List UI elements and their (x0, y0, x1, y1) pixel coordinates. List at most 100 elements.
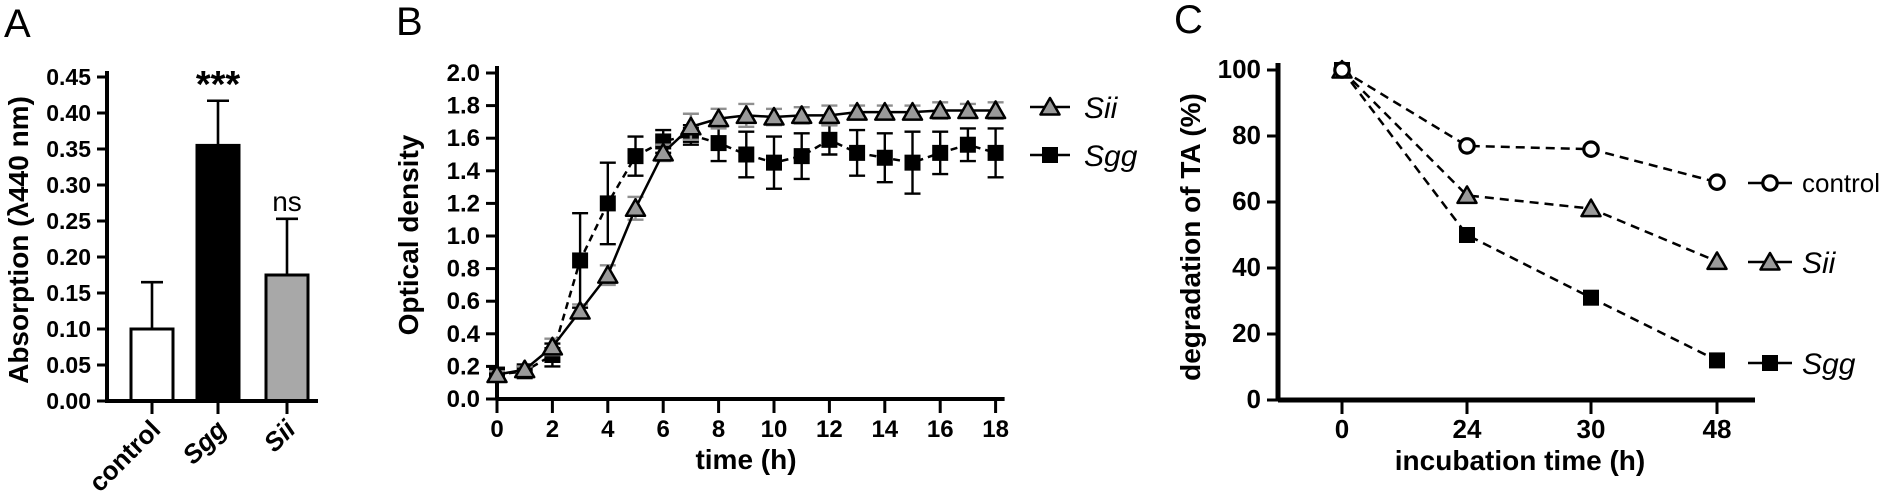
data-point-square-marker (766, 154, 782, 171)
legend-label-Sgg: Sgg (1084, 140, 1138, 173)
category-label-control: control (83, 414, 167, 492)
legend-label-Sgg: Sgg (1802, 348, 1856, 381)
y-tick-label: 0.05 (46, 352, 91, 378)
legend-label-Sii: Sii (1802, 247, 1837, 280)
x-tick-label: 48 (1703, 414, 1732, 444)
data-point-square-marker (1762, 355, 1778, 371)
data-point-triangle-marker (735, 105, 758, 125)
data-point-circle-marker (1708, 173, 1726, 191)
x-tick-label: 4 (601, 416, 615, 443)
data-point-triangle-marker (707, 108, 730, 128)
data-point-triangle-marker (541, 336, 564, 356)
x-tick-label: 24 (1453, 414, 1482, 444)
y-tick-label: 1.2 (447, 190, 480, 217)
y-tick-label: 0.4 (447, 321, 481, 348)
data-point-triangle-marker (1706, 251, 1728, 271)
data-point-triangle-marker (652, 142, 674, 162)
y-axis-title: Optical density (393, 134, 424, 335)
bar-Sgg (195, 143, 241, 403)
x-tick-label: 18 (982, 416, 1009, 443)
data-point-triangle-marker (569, 300, 591, 320)
significance-ns: ns (272, 186, 302, 217)
data-point-triangle-marker (984, 100, 1007, 120)
data-point-square-marker (710, 135, 727, 152)
panel-c-line-chart: 0 20 40 60 80 100 0 24 30 48 incubation time (h) de… (1175, 54, 1880, 476)
data-point-square-marker (1709, 352, 1725, 369)
y-tick-label: 0.0 (447, 386, 480, 413)
data-point-square-marker (987, 144, 1004, 161)
panel-b-letter: B (396, 0, 423, 44)
panel-a-bar-chart: 0.00 0.05 0.10 0.15 0.20 0.25 0.30 0.35 0.40 0.45… (3, 64, 318, 492)
y-tick-label: 1.4 (447, 158, 481, 185)
y-tick-label: 1.8 (447, 93, 480, 120)
data-point-square-marker (849, 144, 866, 161)
data-point-triangle-marker (513, 359, 536, 379)
y-tick-label: 80 (1232, 120, 1261, 150)
y-tick-label: 100 (1218, 54, 1261, 84)
data-point-triangle-marker (1580, 198, 1602, 218)
bar-Sii (264, 273, 310, 403)
panel-a-letter: A (4, 2, 31, 46)
y-axis-title: Absorption (λ440 nm) (3, 96, 34, 384)
category-label-Sii: Sii (258, 413, 302, 457)
y-tick-label: 0.15 (46, 280, 91, 306)
data-point-square-marker (627, 148, 644, 165)
category-label-Sgg: Sgg (176, 414, 232, 470)
bar-control (129, 327, 175, 403)
data-point-triangle-marker (763, 106, 785, 126)
y-tick-label: 60 (1232, 186, 1261, 216)
y-tick-label: 2.0 (447, 60, 480, 87)
data-point-triangle-marker (486, 364, 508, 384)
data-point-triangle-marker (597, 264, 619, 284)
data-point-circle-marker (1761, 174, 1779, 192)
y-tick-label: 20 (1232, 318, 1261, 348)
data-point-square-marker (904, 154, 921, 171)
y-tick-label: 0.6 (447, 288, 480, 315)
data-point-square-marker (932, 144, 949, 161)
y-tick-label: 0 (1247, 384, 1261, 414)
y-tick-label: 1.6 (447, 125, 480, 152)
y-tick-label: 0.40 (46, 100, 91, 126)
series-line-Sii (1341, 69, 1718, 263)
x-tick-label: 12 (816, 416, 843, 443)
data-point-triangle-marker (1039, 96, 1061, 116)
y-tick-label: 0.30 (46, 172, 91, 198)
x-tick-label: 10 (761, 416, 788, 443)
data-point-triangle-marker (1759, 251, 1781, 271)
data-point-square-marker (1042, 147, 1058, 163)
y-tick-label: 0.20 (46, 244, 91, 270)
panel-c-letter: C (1174, 0, 1203, 42)
data-point-triangle-marker (957, 100, 979, 120)
panel-b-line-chart: 0.0 0.2 0.4 0.6 0.8 1.0 1.2 1.4 1.6 1.8 2.0 0 2 4 6 8 10… (393, 60, 1138, 475)
series-line-control (1341, 68, 1718, 184)
data-point-square-marker (599, 195, 616, 212)
y-tick-label: 0.8 (447, 256, 480, 283)
x-axis-title: time (h) (695, 444, 796, 475)
data-point-triangle-marker (1456, 185, 1478, 205)
y-axis-title: degradation of TA (%) (1175, 93, 1206, 381)
data-point-square-marker (1583, 289, 1599, 306)
x-tick-label: 6 (657, 416, 670, 443)
data-point-circle-marker (1458, 137, 1476, 155)
data-point-circle-marker (1333, 61, 1351, 79)
data-point-square-marker (1459, 227, 1475, 243)
x-tick-label: 16 (927, 416, 954, 443)
data-point-triangle-marker (790, 105, 813, 125)
x-axis-title: incubation time (h) (1395, 445, 1645, 476)
x-tick-label: 8 (712, 416, 725, 443)
x-tick-label: 2 (546, 416, 559, 443)
data-point-triangle-marker (624, 198, 647, 218)
y-tick-label: 0.45 (46, 64, 91, 90)
x-tick-label: 0 (490, 416, 503, 443)
x-tick-label: 30 (1577, 414, 1606, 444)
data-point-triangle-marker (818, 105, 841, 125)
y-tick-label: 0.00 (46, 388, 91, 414)
legend-label-Sii: Sii (1084, 92, 1119, 125)
series-line-Sgg (1341, 69, 1718, 362)
data-point-square-marker (793, 148, 810, 165)
data-point-square-marker (876, 149, 893, 166)
data-point-triangle-marker (846, 101, 868, 121)
y-tick-label: 40 (1232, 252, 1261, 282)
significance-stars: *** (196, 64, 241, 106)
data-point-square-marker (572, 252, 589, 269)
